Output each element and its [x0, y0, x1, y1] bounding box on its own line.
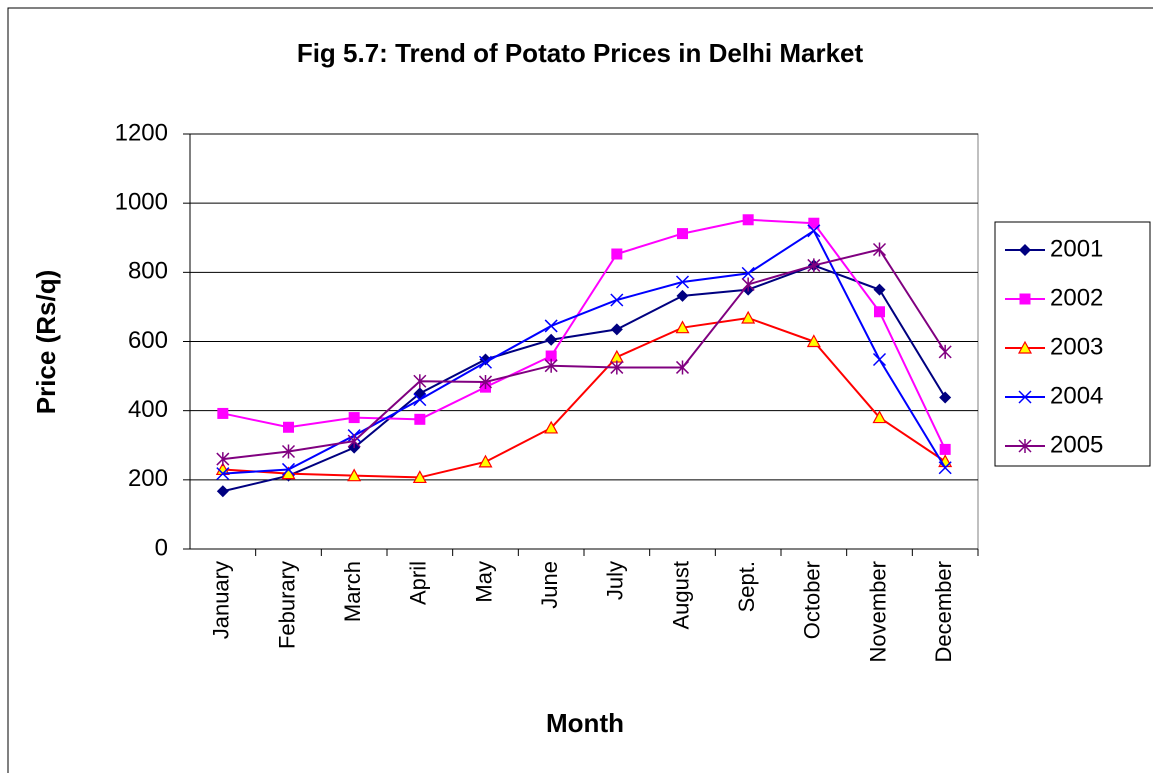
x-tick-label: May [471, 561, 496, 603]
series-line [222, 316, 946, 479]
marker [939, 391, 952, 404]
marker [544, 358, 558, 373]
x-tick-label: April [406, 561, 431, 605]
marker [872, 410, 887, 424]
chart-title: Fig 5.7: Trend of Potato Prices in Delhi… [297, 38, 864, 68]
y-tick-label: 1000 [115, 189, 168, 216]
marker [938, 344, 952, 359]
y-axis-title: Price (Rs/q) [31, 270, 61, 415]
x-tick-label: Sept. [734, 561, 759, 612]
marker [347, 434, 361, 449]
y-tick-label: 400 [128, 396, 168, 423]
legend-label: 2004 [1050, 382, 1103, 409]
marker [413, 393, 427, 407]
marker [1019, 293, 1031, 305]
marker [873, 283, 886, 296]
marker [1018, 390, 1032, 404]
marker [872, 242, 887, 257]
marker [1018, 439, 1032, 453]
series-line [222, 248, 947, 461]
marker [808, 217, 820, 229]
marker [611, 248, 623, 260]
marker [347, 468, 362, 482]
y-tick-label: 600 [128, 327, 168, 354]
marker [872, 352, 887, 367]
marker [1017, 340, 1033, 354]
marker [874, 306, 885, 318]
marker [741, 277, 755, 292]
marker [281, 462, 296, 476]
marker [478, 454, 493, 468]
marker [413, 374, 427, 389]
marker [938, 461, 952, 475]
marker [675, 320, 690, 334]
marker [545, 350, 557, 362]
marker [281, 444, 296, 459]
y-tick-label: 0 [155, 534, 168, 561]
marker [544, 319, 558, 333]
x-tick-label: June [537, 561, 562, 609]
marker [544, 420, 559, 434]
marker [1019, 244, 1031, 256]
marker [414, 413, 426, 425]
legend-box [994, 221, 1151, 467]
marker [216, 452, 230, 467]
marker [545, 333, 558, 346]
marker [807, 224, 821, 238]
x-tick-label: July [603, 561, 628, 600]
marker [741, 310, 756, 324]
x-tick-label: November [865, 561, 890, 662]
marker [806, 334, 821, 348]
y-tick-label: 800 [128, 258, 168, 285]
marker [675, 360, 690, 375]
marker [741, 266, 755, 280]
marker [742, 214, 754, 226]
marker [348, 412, 360, 424]
marker [283, 421, 294, 433]
series-line [222, 229, 947, 475]
marker [216, 467, 230, 481]
marker [217, 407, 229, 419]
marker [807, 258, 821, 273]
marker [939, 443, 951, 455]
y-tick-label: 200 [128, 465, 168, 492]
marker [610, 323, 623, 336]
x-tick-label: August [668, 561, 693, 630]
legend-label: 2001 [1050, 235, 1103, 262]
marker [412, 470, 427, 484]
x-tick-label: March [340, 561, 365, 622]
series-line [222, 218, 947, 450]
marker [216, 485, 229, 498]
x-axis-title: Month [546, 708, 624, 738]
marker [610, 293, 624, 307]
legend-label: 2005 [1050, 431, 1103, 458]
marker [478, 374, 493, 389]
y-tick-label: 1200 [115, 119, 168, 146]
x-tick-label: December [931, 561, 956, 662]
marker [677, 228, 688, 240]
marker [479, 353, 492, 366]
series-line [222, 264, 947, 493]
legend-label: 2002 [1050, 284, 1103, 311]
marker [610, 360, 624, 375]
x-tick-label: Feburary [274, 561, 299, 649]
legend-label: 2003 [1050, 333, 1103, 360]
marker [478, 355, 493, 369]
x-tick-label: October [800, 561, 825, 639]
marker [676, 289, 689, 302]
x-tick-label: January [209, 561, 234, 639]
marker [675, 275, 690, 289]
